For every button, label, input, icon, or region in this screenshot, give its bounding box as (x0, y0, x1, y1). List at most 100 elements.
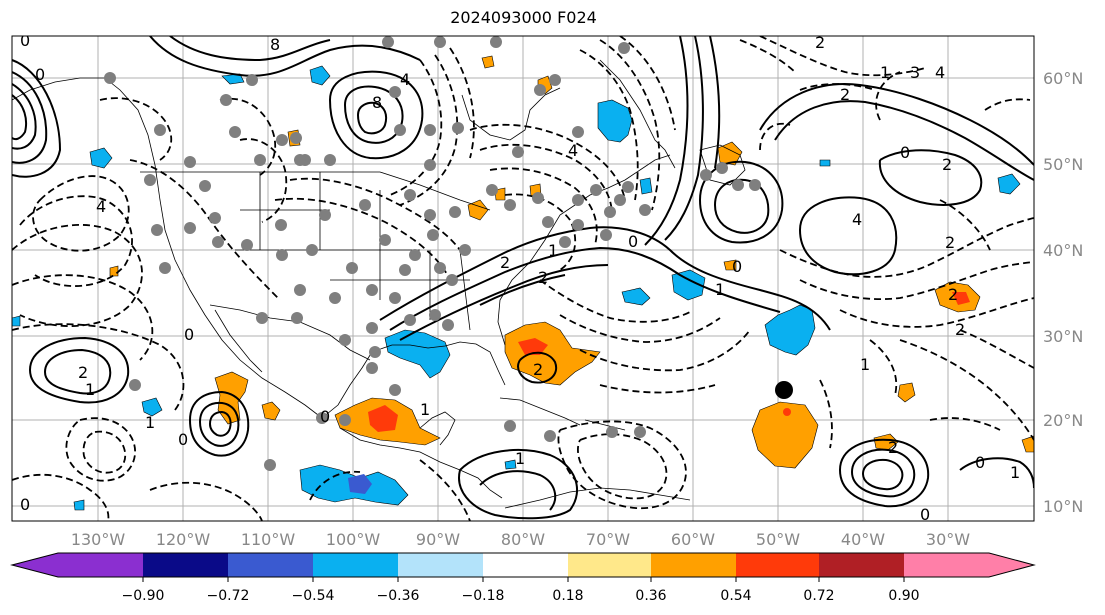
contour-label: 1 (548, 241, 558, 260)
contour-label: 2 (500, 253, 510, 272)
lat-label: 60°N (1043, 69, 1083, 88)
contour-label: 1 (420, 400, 430, 419)
coastline-newfoundland (699, 144, 746, 186)
contour-label: 1 (85, 380, 95, 399)
longitude-labels: 130°W 120°W 110°W 100°W 90°W 80°W 70°W 6… (71, 530, 970, 549)
coastline-central-america (339, 427, 503, 499)
contour-solid-atlantic-vertical (644, 36, 689, 246)
latitude-labels: 60°N 50°N 40°N 30°N 20°N 10°N (1043, 69, 1083, 516)
lon-label: 50°W (756, 530, 800, 549)
colorbar-segment (819, 553, 904, 577)
colorbar: −0.90 −0.72 −0.54 −0.36 −0.18 0.18 0.36 … (10, 552, 1036, 604)
contour-label: 1 (880, 63, 890, 82)
lat-label: 40°N (1043, 241, 1083, 260)
contour-solid-ridge-north (149, 36, 421, 77)
cool-region-hudson (597, 99, 633, 143)
lon-label: 130°W (71, 530, 126, 549)
contours-solid (12, 36, 1034, 520)
map-title: 2024093000 F024 (450, 8, 597, 27)
contour-label: 1 (1010, 463, 1020, 482)
contour-solid-front (379, 226, 831, 331)
contour-label: 4 (96, 197, 106, 216)
contour-solid-high-atlantic (759, 83, 1034, 166)
contour-label: 2 (815, 33, 825, 52)
coastline-west (104, 77, 323, 419)
colorbar-tick-label: 0.36 (635, 588, 666, 604)
contour-label: 3 (910, 63, 920, 82)
coastline-hispaniola (584, 419, 626, 431)
colorbar-segment (736, 553, 819, 577)
colorbar-segment (483, 553, 568, 577)
colorbar-tick-label: −0.18 (462, 588, 505, 604)
contour-label: 2 (948, 285, 958, 304)
storm-center-marker (775, 381, 793, 399)
contour-label: 1 (145, 413, 155, 432)
contour-label: 4 (568, 141, 578, 160)
contour-label: 2 (942, 155, 952, 174)
contours-dashed (12, 36, 1034, 521)
contour-solid-ring-atlantic-east (799, 196, 898, 276)
colorbar-tick-label: −0.54 (292, 588, 335, 604)
contour-label: 2 (945, 233, 955, 252)
lon-label: 110°W (241, 530, 296, 549)
lon-label: 120°W (156, 530, 211, 549)
colorbar-tick-label: −0.36 (377, 588, 420, 604)
contour-label: 0 (178, 430, 188, 449)
lat-label: 30°N (1043, 327, 1083, 346)
cool-region-gulf-coast (384, 329, 451, 379)
warm-region-gulf-core (518, 338, 548, 355)
colorbar-segment (904, 553, 989, 577)
lon-label: 90°W (416, 530, 460, 549)
contour-label: 0 (975, 453, 985, 472)
colorbar-segment (228, 553, 313, 577)
colorbar-segment (398, 553, 483, 577)
contour-label: 2 (538, 268, 548, 287)
lon-label: 30°W (926, 530, 970, 549)
contour-label: 0 (628, 232, 638, 251)
warm-region-atlantic-south (751, 401, 819, 469)
contour-label: 2 (955, 320, 965, 339)
coastline-cuba (499, 397, 581, 426)
colorbar-segment (58, 553, 143, 577)
contour-solid-low-west (12, 59, 62, 178)
border-us-canada (140, 171, 491, 211)
contour-label: 2 (840, 85, 850, 104)
contour-label: 8 (270, 35, 280, 54)
coastline-yucatan (419, 411, 456, 446)
colorbar-tick-label: 0.90 (888, 588, 919, 604)
colorbar-segment (651, 553, 736, 577)
colorbar-tick-label: −0.90 (122, 588, 165, 604)
station-dots (104, 36, 761, 471)
lat-label: 10°N (1043, 497, 1083, 516)
coastline-labrador (599, 59, 676, 169)
contour-solid-low-central (329, 70, 424, 160)
lon-label: 70°W (586, 530, 630, 549)
contour-label: 8 (372, 93, 382, 112)
colorbar-segment (313, 553, 398, 577)
contour-label: 4 (400, 70, 410, 89)
lat-label: 50°N (1043, 155, 1083, 174)
contour-label: 4 (852, 210, 862, 229)
colorbar-segment (989, 553, 1034, 577)
colorbar-segment (568, 553, 651, 577)
contour-label: 1 (515, 449, 525, 468)
contour-solid-ring-pacific (189, 390, 250, 457)
colorbar-segment (12, 553, 58, 577)
shaded-anomalies (12, 55, 1034, 511)
lon-label: 80°W (501, 530, 545, 549)
contour-label: 2 (78, 363, 88, 382)
contour-label: 1 (860, 355, 870, 374)
coastlines (12, 59, 746, 509)
lon-label: 60°W (671, 530, 715, 549)
contour-label: 1 (715, 280, 725, 299)
colorbar-tick-label: 0.54 (720, 588, 751, 604)
contour-label: 0 (184, 325, 194, 344)
contour-label: 2 (888, 438, 898, 457)
contour-label: 0 (20, 31, 30, 50)
lat-label: 20°N (1043, 411, 1083, 430)
coastline-baja (214, 309, 263, 373)
contour-solid-ring-atlantic-south (839, 438, 930, 508)
colorbar-segment (143, 553, 228, 577)
warm-region-mexico-core (368, 405, 398, 432)
